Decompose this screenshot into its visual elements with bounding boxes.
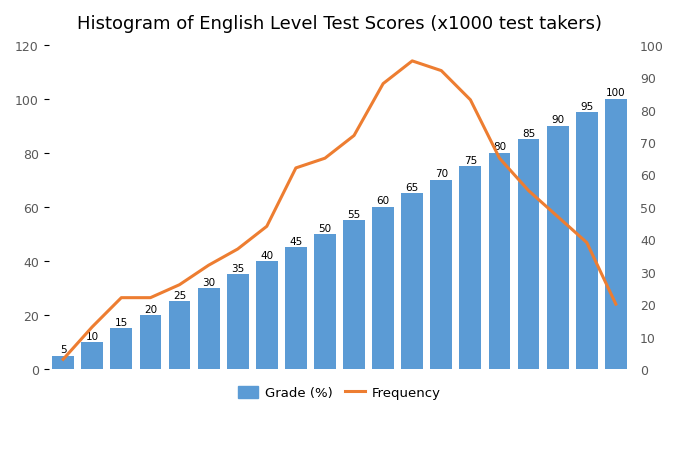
Text: 70: 70: [435, 169, 448, 179]
Bar: [111, 329, 132, 369]
Text: 65: 65: [405, 182, 419, 192]
Legend: Grade (%), Frequency: Grade (%), Frequency: [233, 381, 446, 404]
Bar: [605, 100, 627, 369]
Bar: [227, 275, 249, 369]
Text: 55: 55: [348, 210, 361, 219]
Text: 85: 85: [522, 129, 535, 139]
Bar: [517, 140, 540, 369]
Text: 80: 80: [493, 142, 506, 152]
Text: 50: 50: [318, 223, 331, 233]
Bar: [460, 167, 481, 369]
Bar: [285, 248, 307, 369]
Bar: [139, 315, 162, 369]
Text: 30: 30: [202, 277, 215, 287]
Bar: [576, 113, 598, 369]
Text: 5: 5: [60, 344, 67, 354]
Text: 40: 40: [260, 250, 274, 260]
Bar: [372, 207, 394, 369]
Text: 25: 25: [173, 290, 186, 300]
Bar: [343, 221, 365, 369]
Text: 75: 75: [464, 156, 477, 166]
Bar: [198, 288, 219, 369]
Bar: [256, 261, 278, 369]
Text: 45: 45: [289, 237, 302, 247]
Text: 95: 95: [580, 101, 593, 111]
Text: 100: 100: [606, 88, 625, 98]
Text: 15: 15: [115, 318, 128, 328]
Text: 35: 35: [231, 263, 244, 273]
Bar: [489, 153, 511, 369]
Bar: [430, 181, 452, 369]
Text: 10: 10: [86, 331, 99, 341]
Bar: [547, 126, 568, 369]
Text: 60: 60: [377, 196, 390, 206]
Bar: [52, 356, 74, 369]
Bar: [401, 194, 423, 369]
Text: 20: 20: [144, 304, 157, 314]
Bar: [314, 234, 336, 369]
Text: 90: 90: [551, 115, 564, 125]
Bar: [81, 342, 103, 369]
Bar: [168, 302, 190, 369]
Title: Histogram of English Level Test Scores (x1000 test takers): Histogram of English Level Test Scores (…: [77, 15, 602, 33]
